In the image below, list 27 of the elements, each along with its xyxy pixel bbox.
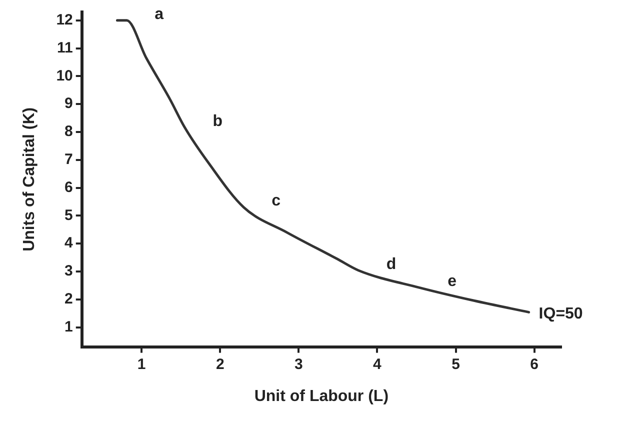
x-tick-label: 5 — [452, 356, 460, 373]
annotation: c — [272, 192, 281, 210]
x-tick-label: 4 — [373, 356, 382, 373]
x-tick-label: 6 — [530, 356, 538, 373]
x-tick-label: 2 — [216, 356, 224, 373]
y-tick-label: 6 — [64, 178, 73, 196]
y-tick-label: 3 — [64, 262, 73, 280]
y-tick-label: 5 — [64, 206, 73, 224]
y-tick-label: 8 — [64, 123, 73, 140]
series-label: IQ=50 — [538, 306, 583, 323]
x-axis-title: Unit of Labour (L) — [254, 388, 389, 405]
y-tick-label: 10 — [56, 67, 73, 84]
y-tick-label: 2 — [64, 290, 73, 308]
x-tick-label: 1 — [137, 356, 146, 373]
x-tick-label: 3 — [294, 356, 303, 373]
y-tick-label: 4 — [64, 234, 74, 252]
annotation: a — [154, 6, 164, 23]
y-axis-title: Units of Capital (K) — [21, 107, 38, 252]
y-tick-label: 7 — [64, 151, 73, 168]
y-tick-label: 12 — [56, 12, 73, 29]
annotation: d — [386, 256, 396, 273]
y-tick-label: 9 — [64, 95, 73, 112]
line-series — [116, 19, 530, 314]
y-tick-label: 11 — [57, 39, 73, 56]
annotation: b — [212, 112, 223, 130]
annotation: e — [448, 273, 457, 290]
y-tick-label: 1 — [64, 318, 73, 336]
